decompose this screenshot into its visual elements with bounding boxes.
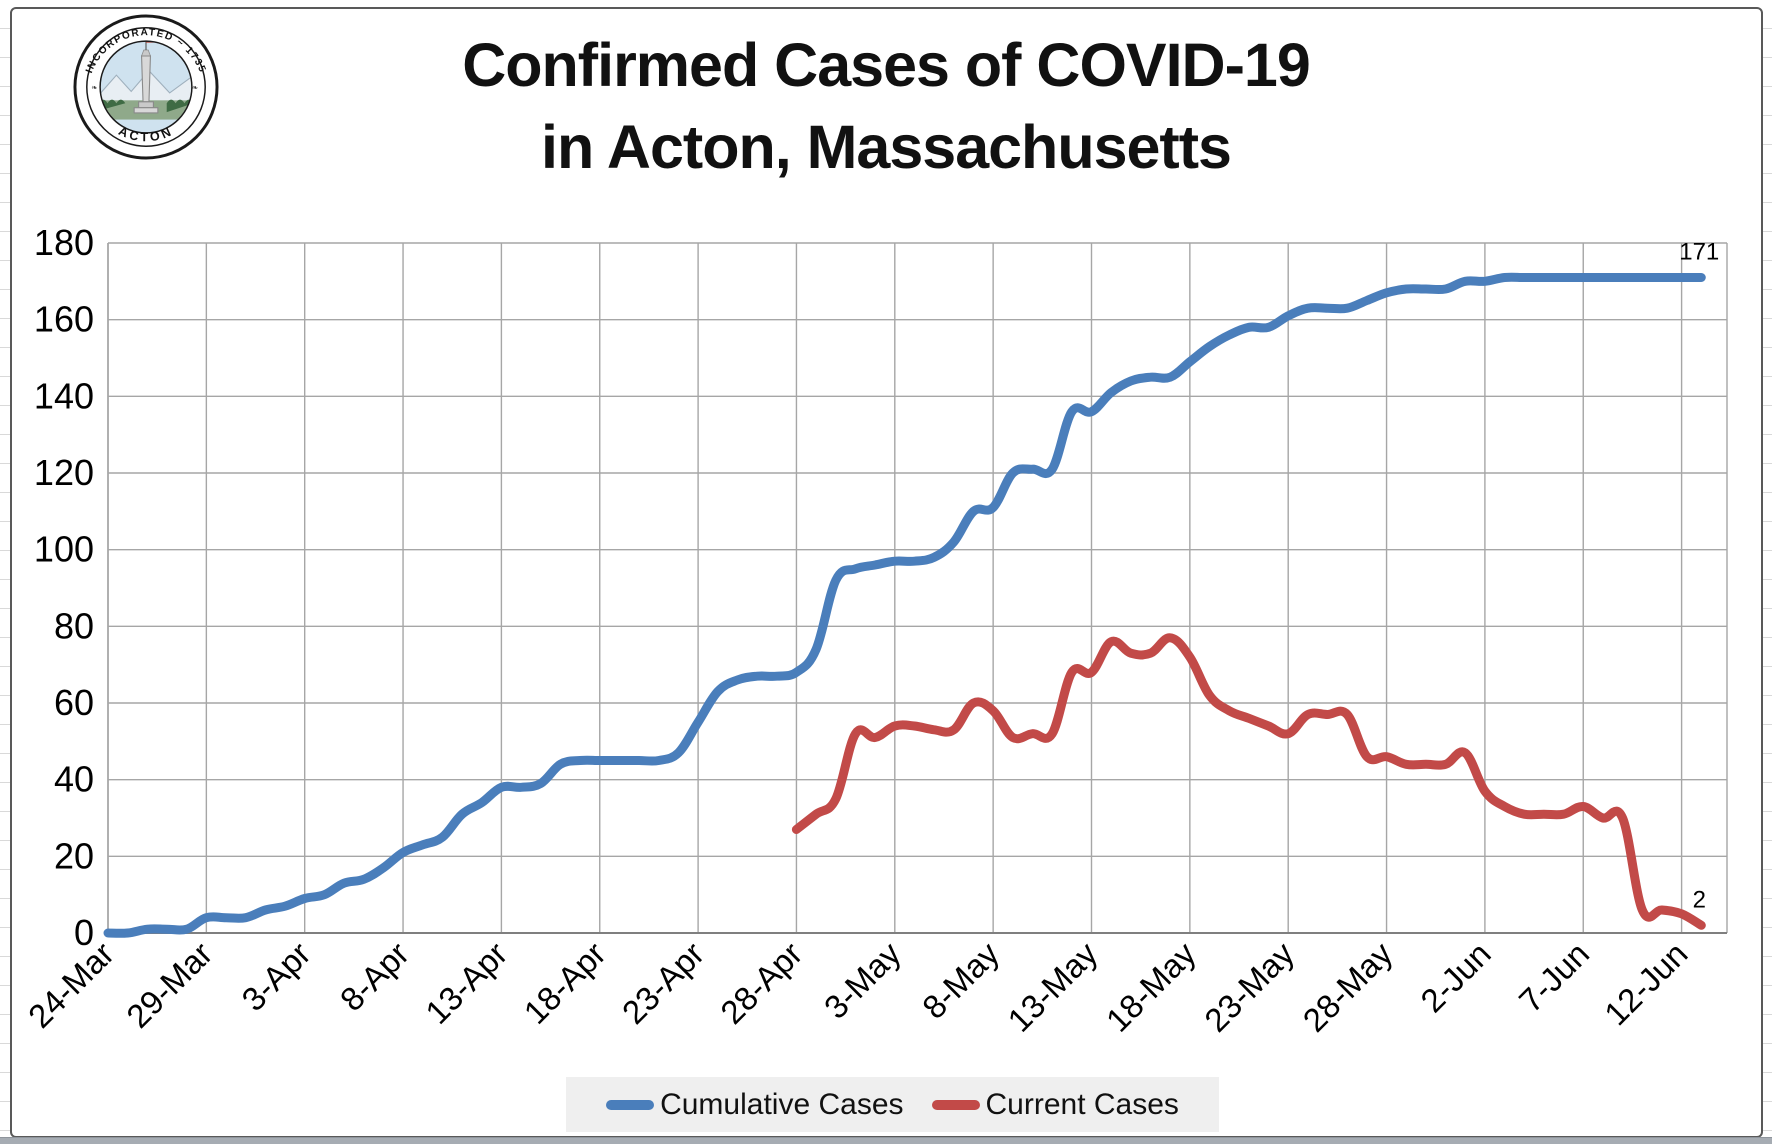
sheet-row-lines-right bbox=[1763, 0, 1772, 1145]
svg-text:23-Apr: 23-Apr bbox=[615, 935, 711, 1031]
svg-text:❧: ❧ bbox=[91, 83, 97, 92]
svg-text:20: 20 bbox=[54, 835, 94, 876]
svg-text:28-Apr: 28-Apr bbox=[713, 935, 809, 1031]
svg-text:120: 120 bbox=[34, 452, 94, 493]
chart-frame bbox=[10, 7, 1763, 1138]
svg-text:29-Mar: 29-Mar bbox=[119, 935, 219, 1035]
svg-text:24-Mar: 24-Mar bbox=[21, 935, 121, 1035]
legend-label-cumulative: Cumulative Cases bbox=[660, 1087, 904, 1121]
svg-text:13-Apr: 13-Apr bbox=[418, 935, 514, 1031]
svg-text:180: 180 bbox=[34, 222, 94, 263]
svg-text:ACTON: ACTON bbox=[116, 124, 175, 145]
svg-text:2-Jun: 2-Jun bbox=[1413, 935, 1498, 1020]
y-axis-labels: 0 20 40 60 80 100 120 140 160 180 bbox=[34, 222, 94, 953]
svg-text:100: 100 bbox=[34, 529, 94, 570]
svg-text:40: 40 bbox=[54, 759, 94, 800]
chart-legend: Cumulative Cases Current Cases bbox=[566, 1077, 1219, 1132]
svg-text:7-Jun: 7-Jun bbox=[1512, 935, 1597, 1020]
svg-text:3-Apr: 3-Apr bbox=[234, 935, 317, 1018]
acton-town-seal-logo: INCORPORATED ~ 1735 ACTON ❧ ❧ bbox=[72, 13, 220, 161]
legend-item-current: Current Cases bbox=[931, 1087, 1179, 1122]
chart-title-line2: in Acton, Massachusetts bbox=[541, 113, 1232, 181]
svg-text:❧: ❧ bbox=[192, 83, 198, 92]
seal-icon: INCORPORATED ~ 1735 ACTON ❧ ❧ bbox=[73, 14, 219, 160]
svg-text:160: 160 bbox=[34, 299, 94, 340]
current-cases-end-label: 2 bbox=[1693, 886, 1706, 913]
svg-text:8-May: 8-May bbox=[915, 934, 1006, 1025]
cumulative-cases-line bbox=[103, 272, 1706, 938]
svg-text:13-May: 13-May bbox=[1000, 934, 1104, 1038]
svg-text:12-Jun: 12-Jun bbox=[1597, 935, 1695, 1033]
svg-text:18-May: 18-May bbox=[1099, 934, 1203, 1038]
current-line-swatch-icon bbox=[931, 1099, 980, 1110]
svg-text:80: 80 bbox=[54, 605, 94, 646]
chart-title: Confirmed Cases of COVID-19 in Acton, Ma… bbox=[0, 24, 1772, 188]
svg-text:18-Apr: 18-Apr bbox=[516, 935, 612, 1031]
current-cases-line bbox=[791, 633, 1706, 930]
cumulative-cases-end-label: 171 bbox=[1679, 239, 1719, 266]
legend-label-current: Current Cases bbox=[985, 1087, 1179, 1121]
legend-item-cumulative: Cumulative Cases bbox=[606, 1087, 904, 1122]
svg-text:28-May: 28-May bbox=[1296, 934, 1400, 1038]
svg-text:0: 0 bbox=[74, 912, 94, 953]
svg-text:140: 140 bbox=[34, 375, 94, 416]
chart-title-line1: Confirmed Cases of COVID-19 bbox=[462, 31, 1311, 99]
svg-text:23-May: 23-May bbox=[1197, 934, 1301, 1038]
cumulative-line-swatch-icon bbox=[606, 1099, 655, 1110]
sheet-row-lines-left bbox=[0, 0, 11, 1145]
svg-text:3-May: 3-May bbox=[817, 934, 908, 1025]
svg-text:60: 60 bbox=[54, 682, 94, 723]
window-bottom-edge bbox=[0, 1137, 1772, 1144]
gridlines bbox=[107, 242, 1728, 934]
svg-text:8-Apr: 8-Apr bbox=[333, 935, 416, 1018]
